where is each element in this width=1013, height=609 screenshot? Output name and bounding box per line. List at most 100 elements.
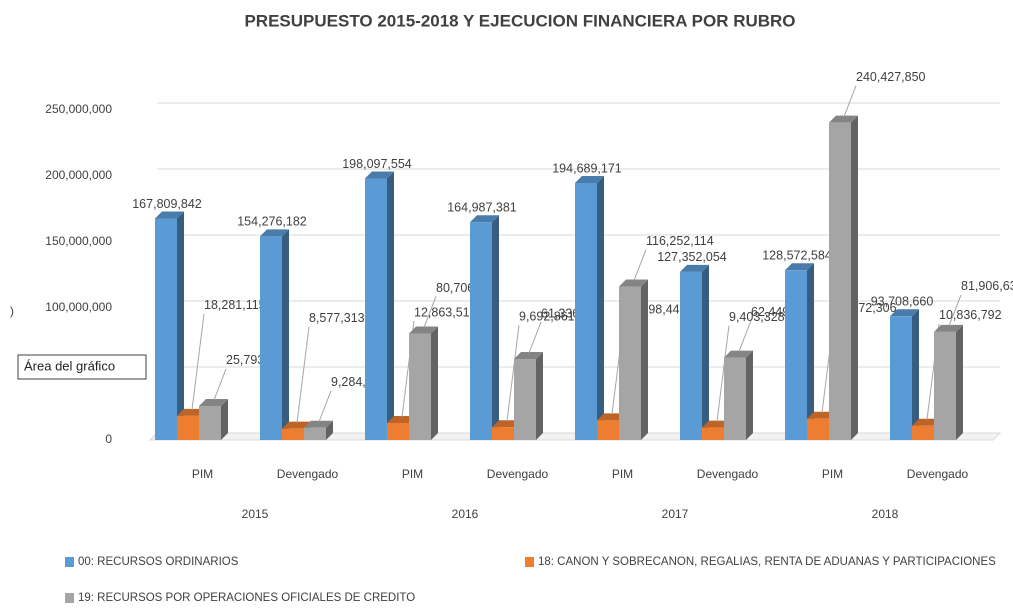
bar-top: [680, 264, 709, 272]
bar-top: [829, 115, 858, 123]
leader-line: [318, 390, 332, 422]
legend-swatch: [525, 557, 534, 567]
bar-top: [492, 420, 521, 428]
bar-top: [470, 215, 499, 223]
bar: [282, 428, 304, 440]
bar-top: [282, 421, 311, 429]
group-label: 2018: [872, 507, 899, 521]
group-label: 2017: [662, 507, 689, 521]
x-tick-label: Devengado: [697, 467, 759, 481]
bar-side: [851, 115, 858, 440]
group-label: 2016: [452, 507, 479, 521]
bar-side: [177, 211, 184, 440]
bar-side: [746, 350, 753, 440]
bar-top: [785, 263, 814, 271]
bar-side: [492, 215, 499, 440]
bar-top: [304, 420, 333, 428]
leader-line: [506, 325, 520, 422]
bar-top: [890, 309, 919, 317]
bar: [807, 418, 829, 440]
bar: [514, 359, 536, 440]
y-tick-label: 100,000,000: [45, 300, 112, 314]
legend-label: 19: RECURSOS POR OPERACIONES OFICIALES D…: [78, 592, 415, 604]
bar-top: [807, 411, 836, 419]
bar: [724, 357, 746, 440]
bar: [702, 427, 724, 440]
y-tick-label: 250,000,000: [45, 102, 112, 116]
bar-side: [597, 176, 604, 440]
chart-title: PRESUPUESTO 2015-2018 Y EJECUCION FINANC…: [244, 11, 795, 30]
bar: [470, 222, 492, 440]
data-label: 198,097,554: [342, 157, 412, 171]
y-axis-label: ): [10, 304, 14, 318]
bar-side: [912, 309, 919, 440]
y-tick-label: 150,000,000: [45, 234, 112, 248]
bar: [829, 122, 851, 440]
x-tick-label: PIM: [822, 467, 843, 481]
bar-top: [702, 420, 731, 428]
leader-line: [738, 320, 752, 352]
data-label: 167,809,842: [132, 197, 202, 211]
bar: [492, 427, 514, 440]
bar: [619, 286, 641, 440]
bar: [260, 236, 282, 440]
bar-top: [597, 413, 626, 421]
bar-top: [199, 398, 228, 406]
data-label: 128,572,584: [762, 249, 832, 263]
data-label: 194,689,171: [552, 161, 622, 175]
bar-top: [155, 211, 184, 219]
bar-top: [177, 408, 206, 416]
bar: [890, 316, 912, 440]
bar: [199, 405, 221, 440]
bar: [597, 420, 619, 440]
y-tick-label: 0: [105, 432, 112, 446]
data-label: 18,281,115: [204, 298, 266, 312]
bar: [304, 427, 326, 440]
bar-top: [514, 352, 543, 360]
leader-line: [191, 313, 205, 410]
legend-label: 18: CANON Y SOBRECANON, REGALIAS, RENTA …: [538, 556, 996, 568]
x-tick-label: PIM: [192, 467, 213, 481]
bar-top: [619, 279, 648, 287]
bar: [680, 271, 702, 440]
bar-top: [724, 350, 753, 358]
leader-line: [633, 249, 647, 281]
bar-top: [260, 229, 289, 237]
bar-side: [387, 171, 394, 440]
bar: [575, 183, 597, 440]
leader-line: [528, 321, 542, 354]
data-label: 9,692,861: [519, 310, 575, 324]
bar: [365, 178, 387, 440]
data-label: 154,276,182: [237, 215, 307, 229]
bar: [155, 218, 177, 440]
data-label: 81,906,630: [961, 279, 1013, 293]
bar: [177, 415, 199, 440]
bar-side: [431, 326, 438, 440]
x-tick-label: PIM: [612, 467, 633, 481]
legend-swatch: [65, 593, 74, 603]
y-tick-label: 200,000,000: [45, 168, 112, 182]
x-tick-label: Devengado: [907, 467, 969, 481]
legend-label: 00: RECURSOS ORDINARIOS: [78, 556, 239, 568]
x-tick-label: Devengado: [277, 467, 339, 481]
bar-top: [575, 176, 604, 184]
bar-side: [956, 324, 963, 440]
bar: [785, 270, 807, 440]
data-label: 12,863,516: [414, 305, 477, 319]
data-label: 10,836,792: [939, 308, 1002, 322]
bar-top: [912, 418, 941, 426]
tooltip-box: [17, 354, 147, 380]
x-tick-label: PIM: [402, 467, 423, 481]
bar-top: [387, 416, 416, 424]
bar-side: [807, 263, 814, 440]
legend-swatch: [65, 557, 74, 567]
data-label: 127,352,054: [657, 250, 727, 264]
data-label: 9,403,328: [729, 310, 785, 324]
data-label: 8,577,313: [309, 311, 365, 325]
bar: [409, 333, 431, 440]
data-label: 164,987,381: [447, 201, 517, 215]
bar-top: [934, 324, 963, 332]
bar: [912, 425, 934, 440]
bar-side: [536, 352, 543, 440]
